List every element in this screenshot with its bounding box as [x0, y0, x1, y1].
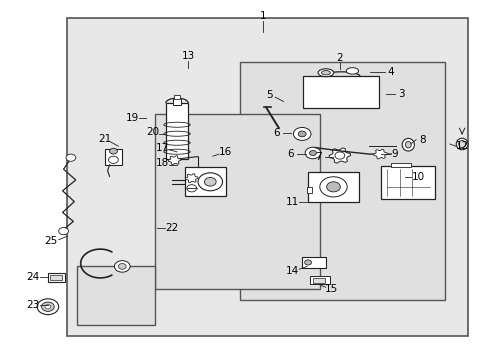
Text: 4: 4 [387, 67, 394, 77]
Bar [48, 273, 64, 282]
Circle shape [305, 147, 320, 159]
Circle shape [37, 299, 59, 315]
Text: 12: 12 [454, 141, 468, 151]
Bar [50, 275, 62, 280]
Ellipse shape [455, 138, 467, 150]
Bar [307, 172, 359, 202]
Circle shape [293, 127, 310, 140]
Circle shape [114, 261, 130, 272]
Text: 9: 9 [391, 149, 398, 159]
Circle shape [108, 156, 118, 163]
Text: 21: 21 [98, 134, 111, 144]
Ellipse shape [401, 138, 414, 151]
Bar [303, 76, 378, 108]
Text: 24: 24 [26, 272, 40, 282]
Polygon shape [168, 156, 181, 165]
Text: 10: 10 [411, 172, 424, 182]
Text: 22: 22 [165, 223, 179, 233]
Bar [312, 278, 324, 283]
Circle shape [326, 182, 340, 192]
Bar [67, 18, 467, 336]
Bar [155, 114, 319, 289]
Ellipse shape [405, 141, 410, 148]
Text: 7: 7 [315, 152, 322, 162]
Bar [381, 166, 434, 199]
Text: 5: 5 [266, 90, 273, 100]
Bar [302, 257, 325, 268]
Ellipse shape [321, 71, 330, 75]
Circle shape [309, 150, 316, 156]
Ellipse shape [304, 260, 311, 265]
Circle shape [198, 173, 222, 191]
Bar [184, 167, 225, 196]
Polygon shape [373, 149, 386, 159]
Text: 18: 18 [155, 158, 169, 168]
Ellipse shape [346, 68, 358, 74]
Bar [173, 98, 181, 105]
Ellipse shape [317, 69, 333, 77]
Circle shape [186, 185, 196, 192]
Circle shape [45, 305, 51, 309]
Circle shape [59, 228, 68, 235]
Ellipse shape [458, 140, 465, 148]
Bar [77, 266, 154, 325]
Bar [165, 103, 188, 159]
Bar [309, 276, 329, 284]
Text: 16: 16 [219, 147, 232, 157]
Text: 2: 2 [336, 53, 343, 63]
Text: 3: 3 [397, 89, 404, 99]
Circle shape [334, 152, 344, 159]
Text: 6: 6 [273, 128, 280, 138]
Text: 14: 14 [285, 266, 299, 276]
Bar [390, 163, 410, 167]
Text: 13: 13 [181, 51, 195, 61]
Text: 17: 17 [155, 143, 169, 153]
Text: 20: 20 [146, 127, 159, 138]
Circle shape [109, 148, 117, 154]
Circle shape [319, 177, 346, 197]
Text: 11: 11 [285, 197, 299, 207]
Text: 6: 6 [287, 149, 294, 159]
Bar [306, 187, 311, 193]
Text: 25: 25 [44, 236, 58, 246]
Polygon shape [185, 174, 198, 183]
Bar [239, 62, 444, 300]
Bar [104, 149, 122, 165]
Bar [174, 95, 180, 99]
Text: 1: 1 [259, 11, 266, 21]
Circle shape [298, 131, 305, 137]
Polygon shape [328, 148, 350, 163]
Text: 15: 15 [324, 284, 338, 294]
Circle shape [118, 264, 126, 269]
Text: 8: 8 [418, 135, 425, 145]
Text: 23: 23 [26, 300, 40, 310]
Circle shape [41, 302, 54, 311]
Circle shape [204, 177, 216, 186]
Circle shape [66, 154, 76, 161]
Text: 19: 19 [125, 113, 139, 123]
